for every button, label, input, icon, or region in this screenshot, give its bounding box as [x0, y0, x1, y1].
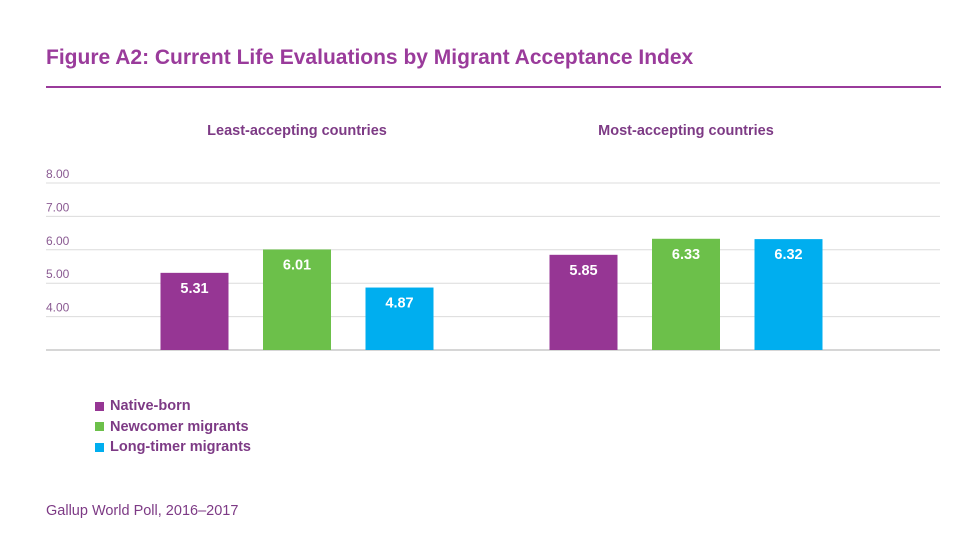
- bar-newcomer-migrants: [652, 238, 720, 350]
- y-tick-label: 6.00: [46, 234, 70, 248]
- chart-title: Figure A2: Current Life Evaluations by M…: [46, 46, 694, 69]
- data-label: 6.33: [672, 247, 700, 263]
- data-label: 5.85: [569, 263, 597, 279]
- legend-item-long-timer-migrants: Long-timer migrants: [95, 437, 251, 458]
- legend-label-long-timer-migrants: Long-timer migrants: [110, 439, 251, 456]
- y-tick-label: 7.00: [46, 200, 70, 214]
- y-tick-label: 5.00: [46, 267, 70, 281]
- bar-newcomer-migrants: [263, 249, 331, 350]
- data-label: 6.01: [283, 257, 311, 273]
- y-tick-label: 8.00: [46, 167, 70, 181]
- data-label: 5.31: [180, 281, 208, 297]
- y-tick-label: 4.00: [46, 301, 70, 315]
- category-label: Most-accepting countries: [598, 123, 774, 139]
- legend-swatch-long-timer-migrants: [95, 442, 104, 452]
- legend-item-native-born: Native-born: [95, 396, 251, 417]
- source-note: Gallup World Poll, 2016–2017: [46, 503, 239, 519]
- data-label: 4.87: [385, 296, 413, 312]
- legend-swatch-newcomer-migrants: [95, 422, 104, 432]
- data-label: 6.32: [774, 247, 802, 263]
- legend-label-native-born: Native-born: [110, 398, 191, 415]
- chart-legend: Native-born Newcomer migrants Long-timer…: [95, 396, 251, 458]
- category-label: Least-accepting countries: [207, 123, 387, 139]
- legend-item-newcomer-migrants: Newcomer migrants: [95, 417, 251, 438]
- title-divider: [46, 86, 941, 88]
- bar-native-born: [549, 254, 618, 350]
- legend-label-newcomer-migrants: Newcomer migrants: [110, 418, 249, 435]
- legend-swatch-native-born: [95, 401, 104, 411]
- bar-native-born: [160, 272, 229, 350]
- bar-long-timer-migrants: [754, 239, 823, 350]
- bar-long-timer-migrants: [365, 287, 434, 350]
